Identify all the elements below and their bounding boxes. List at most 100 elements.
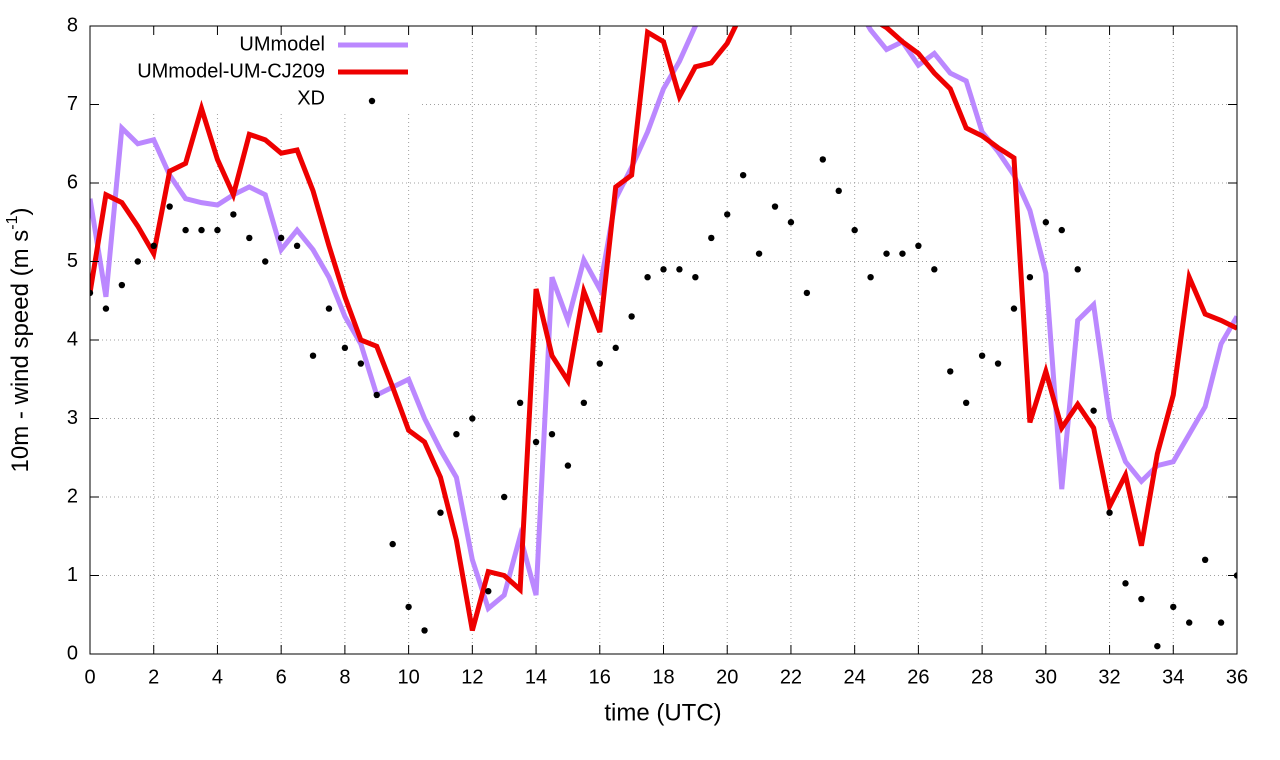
x-tick-label: 10 xyxy=(397,666,419,688)
x-tick-label: 34 xyxy=(1162,666,1184,688)
series-line xyxy=(90,26,1237,613)
y-tick-label: 0 xyxy=(67,642,78,664)
data-point xyxy=(293,242,301,249)
data-point xyxy=(405,603,412,611)
data-point xyxy=(469,415,476,422)
data-point xyxy=(564,462,572,469)
x-tick-label: 16 xyxy=(589,666,611,688)
data-point xyxy=(532,438,540,446)
x-tick-label: 30 xyxy=(1035,666,1057,688)
data-point xyxy=(1026,274,1034,281)
data-point xyxy=(421,627,428,634)
data-point xyxy=(1010,305,1018,312)
data-point xyxy=(580,399,588,406)
data-point xyxy=(1186,619,1193,626)
legend-label: UMmodel xyxy=(239,33,325,55)
data-point xyxy=(453,431,460,438)
data-point xyxy=(373,391,380,399)
data-point xyxy=(1154,642,1161,650)
x-tick-label: 18 xyxy=(652,666,674,688)
data-point xyxy=(978,352,986,359)
x-tick-label: 2 xyxy=(148,666,159,688)
data-point xyxy=(612,344,619,352)
legend-label: XD xyxy=(297,87,325,109)
data-point xyxy=(325,305,333,312)
y-tick-label: 3 xyxy=(67,407,78,429)
x-tick-label: 8 xyxy=(339,666,350,688)
data-point xyxy=(500,493,508,501)
y-tick-label: 4 xyxy=(67,328,78,350)
y-tick-label: 6 xyxy=(67,171,78,193)
data-point xyxy=(1138,595,1145,603)
data-point xyxy=(277,234,285,242)
data-point xyxy=(851,226,858,234)
data-point xyxy=(118,281,126,289)
x-tick-label: 24 xyxy=(844,666,866,688)
data-point xyxy=(739,171,747,179)
x-tick-label: 0 xyxy=(84,666,95,688)
data-point xyxy=(994,360,1002,367)
x-axis-title: time (UTC) xyxy=(604,699,721,726)
data-point xyxy=(755,250,763,257)
data-point xyxy=(962,399,970,406)
data-point xyxy=(516,399,524,406)
y-tick-label: 5 xyxy=(67,250,78,272)
data-point xyxy=(596,360,603,367)
data-point xyxy=(1217,619,1225,626)
data-point xyxy=(1090,407,1097,414)
data-point xyxy=(134,258,141,265)
data-point xyxy=(628,313,635,320)
x-tick-label: 6 xyxy=(276,666,287,688)
plot-area xyxy=(90,26,1237,650)
x-tick-label: 4 xyxy=(212,666,223,688)
data-point xyxy=(1058,226,1065,234)
data-point xyxy=(198,226,205,234)
data-point xyxy=(947,368,954,375)
data-point xyxy=(899,250,906,257)
data-point xyxy=(771,203,779,210)
data-point xyxy=(819,156,827,163)
data-point xyxy=(357,360,365,367)
x-tick-label: 36 xyxy=(1226,666,1248,688)
y-tick-label: 7 xyxy=(67,93,78,115)
series-line xyxy=(90,26,1237,632)
data-point xyxy=(708,234,715,242)
data-point xyxy=(230,211,237,218)
data-point xyxy=(676,266,683,273)
legend-label: UMmodel-UM-CJ209 xyxy=(137,60,325,82)
data-point xyxy=(1122,580,1129,587)
x-tick-label: 32 xyxy=(1098,666,1120,688)
data-point xyxy=(341,344,349,352)
data-point xyxy=(787,219,795,226)
data-point xyxy=(1074,266,1081,273)
data-point xyxy=(309,352,317,359)
data-point xyxy=(182,226,189,234)
y-tick-label: 1 xyxy=(67,564,78,586)
data-point xyxy=(214,226,221,234)
x-tick-label: 12 xyxy=(461,666,483,688)
y-axis-title: 10m - wind speed (m s-1) xyxy=(4,208,34,473)
data-point xyxy=(835,187,842,195)
data-point xyxy=(485,588,492,595)
y-axis-title-text: 10m - wind speed (m s xyxy=(7,230,34,473)
data-point xyxy=(437,509,444,516)
data-point xyxy=(166,203,173,210)
data-point xyxy=(692,274,699,281)
x-tick-label: 28 xyxy=(971,666,993,688)
x-tick-label: 22 xyxy=(780,666,802,688)
data-point xyxy=(90,289,94,297)
data-point xyxy=(931,266,938,273)
data-point xyxy=(644,274,651,281)
data-point xyxy=(660,266,667,273)
y-axis-title-sup: -1 xyxy=(4,215,21,229)
data-point xyxy=(1201,556,1209,563)
data-point xyxy=(915,242,922,249)
data-point xyxy=(883,250,890,257)
data-point xyxy=(724,211,731,218)
data-point xyxy=(150,242,157,249)
data-point xyxy=(803,289,811,297)
legend: UMmodel UMmodel-UM-CJ209 XD xyxy=(137,33,408,109)
x-tick-label: 26 xyxy=(907,666,929,688)
